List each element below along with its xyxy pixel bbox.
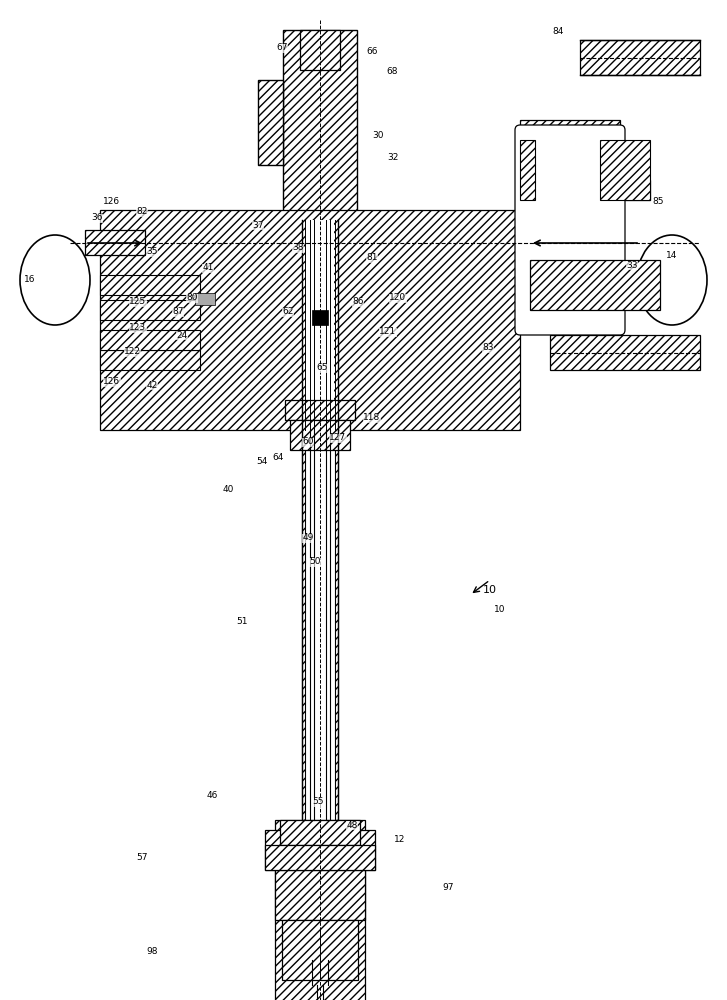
Text: 120: 120 — [390, 294, 406, 302]
Bar — [312, 310, 328, 325]
Polygon shape — [265, 845, 375, 870]
Text: 55: 55 — [313, 798, 324, 806]
Text: 86: 86 — [353, 298, 364, 306]
Bar — [195, 293, 215, 305]
Polygon shape — [580, 40, 700, 75]
Text: 24: 24 — [177, 330, 188, 340]
Text: 82: 82 — [137, 208, 148, 217]
Text: 118: 118 — [364, 414, 381, 422]
Polygon shape — [275, 870, 365, 920]
Text: 127: 127 — [329, 434, 347, 442]
Polygon shape — [280, 820, 360, 845]
Text: 32: 32 — [387, 153, 398, 162]
Text: 49: 49 — [302, 534, 313, 542]
Text: 14: 14 — [667, 250, 678, 259]
Text: 16: 16 — [24, 275, 36, 284]
Text: 68: 68 — [386, 68, 398, 77]
Polygon shape — [290, 420, 350, 450]
Polygon shape — [100, 210, 520, 430]
Text: 10: 10 — [494, 605, 506, 614]
Text: 42: 42 — [146, 380, 158, 389]
Polygon shape — [100, 350, 200, 370]
Text: 50: 50 — [309, 558, 321, 566]
Polygon shape — [285, 400, 355, 420]
Text: 37: 37 — [252, 221, 264, 230]
Polygon shape — [600, 140, 650, 200]
Text: 36: 36 — [92, 214, 103, 223]
Text: 40: 40 — [222, 486, 233, 494]
Text: 122: 122 — [124, 348, 140, 357]
Text: 98: 98 — [146, 948, 158, 956]
Text: 35: 35 — [146, 247, 158, 256]
Polygon shape — [265, 830, 375, 870]
FancyBboxPatch shape — [515, 125, 625, 335]
Text: 123: 123 — [129, 324, 147, 332]
Text: 85: 85 — [652, 198, 664, 207]
Text: 80: 80 — [186, 294, 198, 302]
Text: 33: 33 — [626, 260, 638, 269]
Polygon shape — [100, 330, 200, 350]
Text: 12: 12 — [394, 836, 406, 844]
Text: 38: 38 — [292, 243, 304, 252]
Text: 83: 83 — [482, 344, 494, 353]
Polygon shape — [520, 140, 535, 200]
Polygon shape — [520, 180, 650, 200]
Text: 54: 54 — [257, 458, 268, 466]
Polygon shape — [275, 820, 365, 1000]
Text: 62: 62 — [282, 308, 294, 316]
Bar — [306, 220, 334, 420]
Text: 46: 46 — [206, 790, 217, 800]
Polygon shape — [258, 80, 283, 165]
Text: 57: 57 — [136, 854, 148, 862]
Text: 48: 48 — [346, 820, 358, 830]
Text: 64: 64 — [273, 454, 284, 462]
Polygon shape — [530, 260, 660, 310]
Text: 84: 84 — [553, 27, 563, 36]
Text: 97: 97 — [442, 884, 454, 892]
Polygon shape — [300, 30, 340, 70]
Polygon shape — [283, 30, 357, 220]
Text: 87: 87 — [172, 308, 184, 316]
Text: 30: 30 — [372, 130, 384, 139]
Text: 81: 81 — [366, 253, 378, 262]
Polygon shape — [302, 430, 305, 820]
Text: 10: 10 — [483, 585, 497, 595]
Text: 126: 126 — [103, 198, 121, 207]
Text: 67: 67 — [276, 43, 288, 52]
Text: 125: 125 — [129, 298, 147, 306]
Polygon shape — [100, 300, 200, 320]
Text: 60: 60 — [302, 438, 314, 446]
Polygon shape — [550, 335, 700, 370]
Polygon shape — [282, 920, 358, 980]
Polygon shape — [100, 275, 200, 295]
Polygon shape — [335, 430, 338, 820]
Polygon shape — [85, 230, 145, 255]
Text: 65: 65 — [316, 363, 328, 372]
Text: 66: 66 — [366, 47, 378, 56]
Polygon shape — [520, 120, 620, 180]
Text: 126: 126 — [103, 377, 121, 386]
Text: 121: 121 — [379, 328, 396, 336]
Text: 41: 41 — [202, 263, 214, 272]
Text: 51: 51 — [236, 617, 248, 626]
